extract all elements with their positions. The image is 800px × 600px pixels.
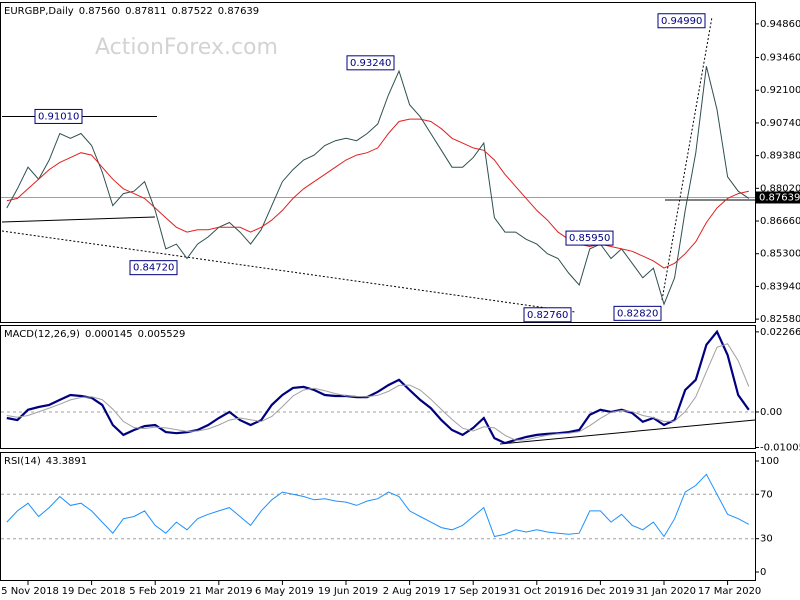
header-text: 0.87522 xyxy=(171,6,212,17)
header-text: 0.000145 xyxy=(85,329,133,340)
annotation-label: 0.93240 xyxy=(350,58,391,69)
trend-line xyxy=(1,216,156,223)
annotation-box xyxy=(565,230,614,246)
y-tick-label: 0.83940 xyxy=(760,281,800,292)
y-tick-label: -0.010052 xyxy=(760,442,800,453)
x-tick-label: 31 Oct 2019 xyxy=(508,586,570,597)
annotation-box xyxy=(129,260,178,276)
annotation-box xyxy=(523,307,572,323)
y-tick-label: 0.94860 xyxy=(760,19,800,30)
series-line xyxy=(6,118,749,269)
annotation-box xyxy=(613,305,662,321)
x-tick-label: 17 Sep 2019 xyxy=(444,586,507,597)
header-text: RSI(14) xyxy=(4,456,41,467)
y-tick-label: 100 xyxy=(760,456,779,467)
panel-frame xyxy=(0,452,756,581)
y-tick-label: 0.90740 xyxy=(760,118,800,129)
y-tick-label: 0.89380 xyxy=(760,151,800,162)
watermark: ActionForex.com xyxy=(95,35,278,60)
header-text: 0.87560 xyxy=(79,6,120,17)
y-tick-label: 70 xyxy=(760,489,773,500)
x-tick-label: 19 Jun 2019 xyxy=(318,586,378,597)
x-tick-label: 19 Dec 2018 xyxy=(62,586,126,597)
series-line xyxy=(6,473,750,538)
y-tick-label: 0.82580 xyxy=(760,314,800,325)
header-text: EURGBP,Daily xyxy=(4,6,74,17)
annotation-label: 0.82760 xyxy=(527,310,568,321)
y-tick-label: 0.93460 xyxy=(760,53,800,64)
annotation-box xyxy=(34,108,83,124)
annotation-label: 0.91010 xyxy=(38,111,79,122)
annotation-label: 0.84720 xyxy=(133,263,174,274)
y-tick-label: 0.86660 xyxy=(760,216,800,227)
x-tick-label: 2 Aug 2019 xyxy=(383,586,441,597)
x-tick-label: 31 Jan 2020 xyxy=(636,586,696,597)
trend-line xyxy=(1,230,576,313)
y-tick-label: 30 xyxy=(760,534,773,545)
header-text: 0.87639 xyxy=(218,6,259,17)
y-tick-label: 0.85300 xyxy=(760,249,800,260)
x-tick-label: 17 Mar 2020 xyxy=(698,586,761,597)
header-text: 0.005529 xyxy=(138,329,186,340)
annotation-box xyxy=(657,13,706,29)
last-price-box xyxy=(756,191,800,204)
panel-frame xyxy=(0,2,756,323)
annotation-label: 0.82820 xyxy=(617,308,658,319)
panel-frame xyxy=(0,325,756,449)
x-tick-label: 21 Mar 2019 xyxy=(189,586,252,597)
series-line xyxy=(6,343,750,441)
header-text: MACD(12,26,9) xyxy=(4,329,80,340)
x-tick-label: 16 Dec 2019 xyxy=(570,586,634,597)
x-tick-label: 6 May 2019 xyxy=(255,586,314,597)
annotation-label: 0.94990 xyxy=(661,16,702,27)
header-text: 0.87811 xyxy=(125,6,166,17)
x-tick-label: 5 Feb 2019 xyxy=(129,586,185,597)
y-tick-label: 0 xyxy=(760,567,766,578)
y-tick-label: 0.92100 xyxy=(760,85,800,96)
header-text: 43.3891 xyxy=(46,456,87,467)
y-tick-label: 0.00 xyxy=(760,407,782,418)
annotation-label: 0.85950 xyxy=(569,233,610,244)
annotation-box xyxy=(346,55,395,71)
last-price-label: 0.87639 xyxy=(759,192,800,203)
y-tick-label: 0.022662 xyxy=(760,327,800,338)
y-tick-label: 0.88020 xyxy=(760,183,800,194)
trend-line xyxy=(499,419,756,445)
x-tick-label: 5 Nov 2018 xyxy=(1,586,59,597)
